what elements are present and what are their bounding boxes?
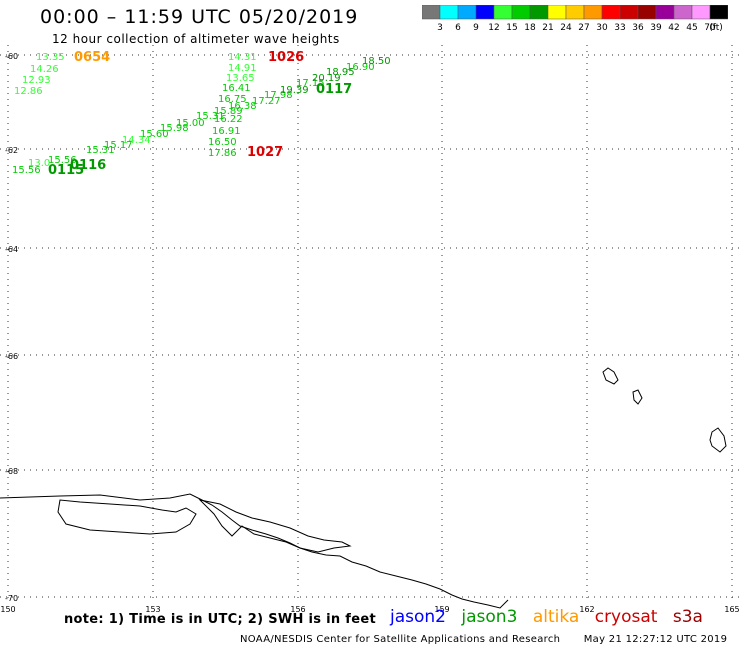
legend-s3a: s3a [672,607,703,627]
color-scale-label: 39 [650,23,662,33]
wave-height-value: 16.41 [222,83,251,94]
color-scale-label: 33 [614,23,625,33]
wave-height-value: 12.86 [14,86,43,97]
color-scale-label: 42 [668,23,679,33]
longitude-label: 150 [0,605,15,614]
wave-height-value: 15.98 [160,123,189,134]
latitude-label: -64 [5,245,18,254]
wave-height-value: 20.19 [312,73,341,84]
wave-height-value: 14.26 [30,64,59,75]
wave-height-value: 14.34 [122,135,151,146]
wave-height-value: 13.0 [28,158,50,169]
coastline [0,367,727,609]
wave-height-value: 15.00 [176,118,205,129]
longitude-label: 162 [579,605,594,614]
wave-height-value: 14.31 [228,52,257,63]
wave-height-value: 16.90 [346,62,375,73]
color-scale-label: 6 [455,23,461,33]
wave-height-value: 15.31 [86,145,115,156]
wave-height-value: 15.89 [214,106,243,117]
wave-height-value: 18.95 [326,67,355,78]
note-text: note: 1) Time is in UTC; 2) SWH is in fe… [64,612,376,627]
wave-height-value: 12.93 [22,75,51,86]
longitude-label: 165 [724,605,739,614]
credit-line: NOAA/NESDIS Center for Satellite Applica… [240,634,727,645]
timestamp: May 21 12:27:12 UTC 2019 [583,634,728,645]
pass-time-label: 0115 [48,163,84,178]
color-scale-label: 70 [704,23,716,33]
longitude-label: 153 [145,605,160,614]
latitude-label: -60 [5,52,18,61]
color-scale-bar: 3 6 9 12 15 18 21 24 27 30 33 36 39 42 45 70(ft) [422,5,728,33]
wave-height-value: 17.86 [208,148,237,159]
wave-height-value: 15.31 [196,111,225,122]
color-scale-label: 15 [506,23,517,33]
pass-time-label: 1026 [268,50,304,65]
peninsula-outline [198,499,352,553]
latitude-label: -66 [5,352,18,361]
legend-altika: altika [532,607,580,627]
wave-height-value: 17.27 [252,96,281,107]
color-scale-label: 3 [437,23,443,33]
color-scale-label: 12 [488,23,499,33]
wave-height-value: 17.15 [296,78,325,89]
wave-height-value: 16.91 [212,126,241,137]
pass-time-label: 0116 [70,158,106,173]
wave-height-value: 16.75 [218,94,247,105]
wave-height-value: 13.35 [36,52,65,63]
pass-time-label: 1027 [247,145,283,160]
color-scale-label: 27 [578,23,589,33]
legend-jason3: jason3 [461,607,518,627]
color-scale-label: 18 [524,23,536,33]
color-scale-label: 45 [686,23,697,33]
credit-text: NOAA/NESDIS Center for Satellite Applica… [240,634,561,645]
bay-outline [57,499,197,535]
pass-time-label: 0117 [316,82,352,97]
map-title: 00:00 – 11:59 UTC 05/20/2019 [40,6,359,28]
wave-height-value: 16.22 [214,114,243,125]
wave-height-value: 14.91 [228,63,257,74]
wave-height-value: 19.39 [280,85,309,96]
wave-height-value: 15.17 [104,140,133,151]
map-subtitle: 12 hour collection of altimeter wave hei… [52,32,340,46]
wave-height-value: 15.56 [12,165,41,176]
wave-height-value: 17.98 [264,90,293,101]
legend-cryosat: cryosat [594,607,658,627]
wave-height-value: 15.56 [48,155,77,166]
satellite-legend: jason2 jason3 altika cryosat s3a [390,607,713,627]
color-scale-label: 30 [596,23,608,33]
latitude-label: -68 [5,467,18,476]
wave-height-value: 15.60 [140,129,169,140]
island-3 [709,427,727,453]
latitude-label: -70 [5,594,18,603]
color-swatch [709,5,728,20]
pass-time-label: 0654 [74,50,110,65]
wave-height-value: 13.65 [226,73,255,84]
color-scale-label: 36 [632,23,644,33]
wave-height-value: 16.50 [208,137,237,148]
antarctic-coastline [0,493,509,609]
latitude-label: -62 [5,146,18,155]
wave-height-value: 16.38 [228,101,257,112]
color-scale-label: 21 [542,23,553,33]
island-1 [602,367,619,385]
longitude-label: 156 [290,605,305,614]
wave-height-value: 18.50 [362,56,391,67]
color-scale-unit: (ft) [709,23,723,33]
color-scale-label: 9 [473,23,479,33]
map-grid: -60 -62 -64 -66 -68 -70 150 153 156 159 162 165 [0,45,740,614]
legend-jason2: jason2 [390,607,446,627]
island-2 [632,389,643,405]
longitude-label: 159 [434,605,449,614]
color-scale-label: 24 [560,23,572,33]
